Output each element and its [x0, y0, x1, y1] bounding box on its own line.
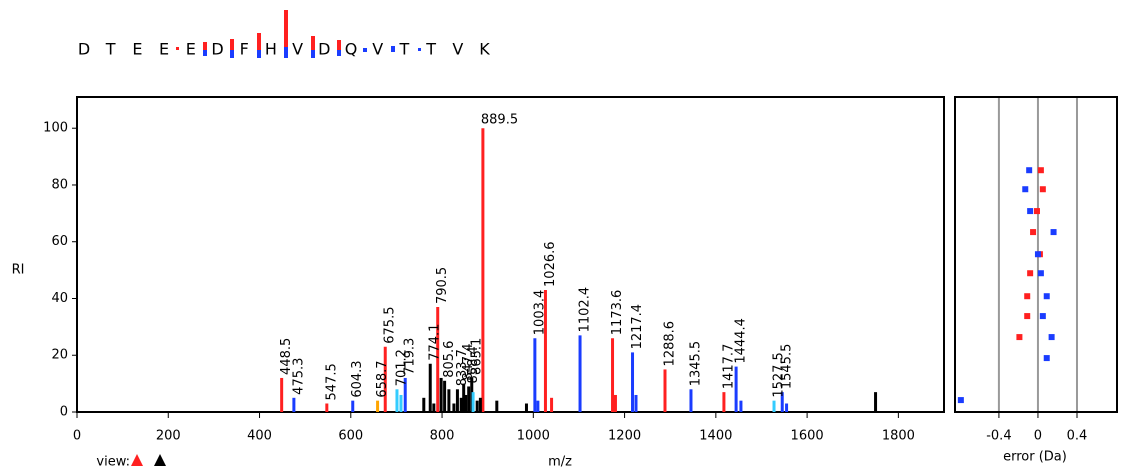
- peak-label: 774.1: [428, 324, 443, 361]
- error-point: [1033, 208, 1040, 215]
- residue: E: [186, 40, 196, 59]
- y-tick-label: 60: [51, 234, 68, 249]
- x-tick-label: 800: [430, 429, 455, 444]
- peak-label: 701.2: [394, 349, 409, 386]
- x-tick-label: 0: [1034, 429, 1042, 444]
- residue: T: [425, 40, 436, 59]
- error-point: [1030, 229, 1037, 236]
- error-point: [1024, 293, 1031, 300]
- error-point: [1048, 334, 1055, 341]
- peak-label: 889.5: [481, 113, 518, 128]
- residue: D: [318, 40, 330, 59]
- x-tick-label: 200: [156, 429, 181, 444]
- peak-label: 865.1: [469, 338, 484, 375]
- error-point: [1037, 167, 1044, 174]
- peak-label: 448.5: [279, 338, 294, 375]
- x-tick-label: 1200: [608, 429, 641, 444]
- peak-label: 604.3: [350, 360, 365, 397]
- error-point: [957, 397, 964, 404]
- x-tick-label: 0: [73, 429, 81, 444]
- view-red[interactable]: [131, 454, 143, 466]
- peak-label: 719.3: [403, 338, 418, 375]
- error-point: [1027, 208, 1034, 215]
- residue: D: [78, 40, 90, 59]
- error-point: [1039, 313, 1046, 320]
- x-tick-label: 1800: [882, 429, 915, 444]
- residue: T: [105, 40, 116, 59]
- error-point: [1039, 186, 1046, 193]
- y-tick-label: 0: [60, 405, 68, 420]
- x-tick-label: -0.4: [986, 429, 1011, 444]
- residue: E: [159, 40, 169, 59]
- fragment-bars: [176, 10, 421, 58]
- peak-label: 805.6: [442, 341, 457, 378]
- residue: K: [479, 40, 490, 59]
- y-axis-label: RI: [12, 263, 25, 278]
- error-point: [1027, 270, 1034, 277]
- x-tick-label: 1000: [517, 429, 550, 444]
- peak-label: 1102.4: [578, 287, 593, 333]
- residue: D: [211, 40, 223, 59]
- peak-label: 833.7: [455, 349, 470, 386]
- peak-label: 1345.5: [688, 341, 703, 387]
- peak-label: 675.5: [383, 307, 398, 344]
- peak-label: 1003.4: [532, 290, 547, 336]
- plot-frame: [954, 96, 1118, 413]
- residue: F: [240, 40, 249, 59]
- error-point: [1050, 229, 1057, 236]
- residue: T: [399, 40, 410, 59]
- y-tick-label: 20: [51, 348, 68, 363]
- peak-label: 1288.6: [663, 321, 678, 367]
- error-point: [1043, 293, 1050, 300]
- residue: Q: [345, 40, 358, 59]
- residue: V: [292, 40, 303, 59]
- residue: V: [452, 40, 463, 59]
- y-tick-label: 80: [51, 177, 68, 192]
- error-point: [1016, 334, 1023, 341]
- x-axis-label: error (Da): [1003, 450, 1067, 465]
- error-point: [1026, 167, 1033, 174]
- peak-label: 1217.4: [630, 304, 645, 350]
- residue: E: [132, 40, 142, 59]
- peak-label: 847.4: [461, 343, 476, 380]
- x-tick-label: 600: [338, 429, 363, 444]
- plot-frame: [76, 96, 945, 413]
- y-tick-label: 40: [51, 291, 68, 306]
- error-point: [1022, 186, 1029, 193]
- x-tick-label: 1600: [791, 429, 824, 444]
- residue: H: [265, 40, 277, 59]
- peak-label: 1026.6: [543, 241, 558, 287]
- x-axis-label: m/z: [548, 455, 572, 470]
- error-point: [1024, 313, 1031, 320]
- peak-label: 1417.7: [721, 344, 736, 390]
- peak-label: 658.7: [375, 360, 390, 397]
- residue: V: [372, 40, 383, 59]
- peak-label: 475.3: [291, 358, 306, 395]
- peak-label: 1527.5: [772, 352, 787, 398]
- peak-label: 1444.4: [734, 318, 749, 364]
- x-tick-label: 400: [247, 429, 272, 444]
- y-tick-label: 100: [43, 121, 68, 136]
- peak-label: 547.5: [324, 363, 339, 400]
- x-tick-label: 1400: [699, 429, 732, 444]
- peak-label: 1173.6: [610, 290, 625, 336]
- error-point: [1037, 270, 1044, 277]
- error-point: [1034, 251, 1041, 258]
- peak-label: 858.4: [466, 346, 481, 383]
- view-label: view:: [96, 455, 130, 470]
- peak-label: 790.5: [435, 267, 450, 304]
- view-black[interactable]: [154, 454, 166, 466]
- x-tick-label: 0.4: [1067, 429, 1088, 444]
- error-point: [1043, 355, 1050, 362]
- peak-label: 1545.5: [780, 344, 795, 390]
